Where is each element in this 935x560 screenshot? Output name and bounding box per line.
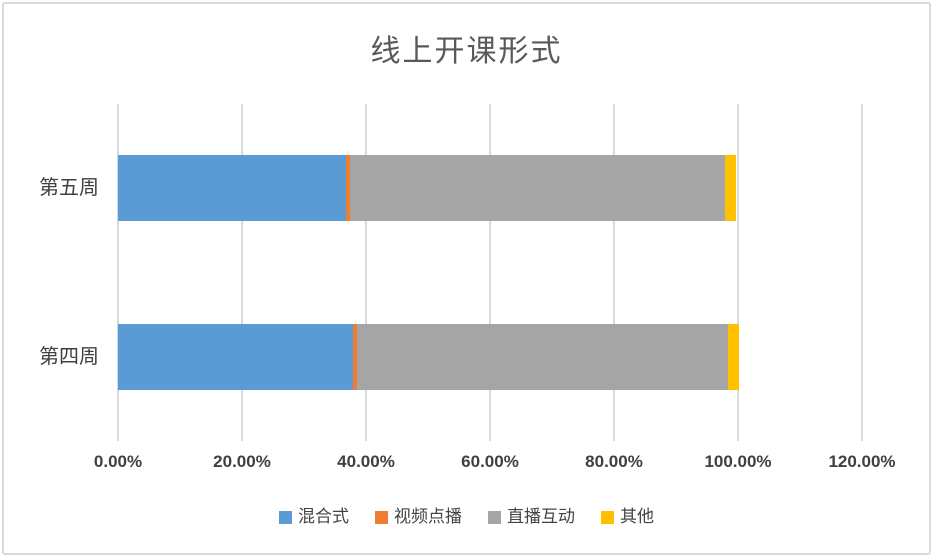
bar-segment-混合式[interactable] — [118, 155, 347, 222]
gridline — [117, 104, 119, 441]
plot-area — [117, 104, 863, 441]
legend-swatch-icon — [375, 510, 388, 524]
legend-item-直播互动[interactable]: 直播互动 — [488, 506, 575, 528]
x-axis-tick: 80.00% — [585, 452, 643, 471]
x-axis-tick: 40.00% — [337, 452, 395, 471]
bar-segment-视频点播[interactable] — [346, 155, 350, 222]
gridline — [861, 104, 863, 441]
bar-segment-直播互动[interactable] — [349, 155, 725, 222]
bar-segment-视频点播[interactable] — [352, 323, 357, 390]
legend-swatch-icon — [279, 510, 292, 524]
bar-segment-其他[interactable] — [724, 155, 737, 222]
x-axis-tick: 60.00% — [461, 452, 519, 471]
legend-label: 混合式 — [298, 507, 349, 526]
gridline — [737, 104, 739, 441]
legend: 混合式 视频点播 直播互动 其他 — [4, 506, 929, 528]
legend-swatch-icon — [601, 510, 614, 524]
chart-title: 线上开课形式 — [370, 35, 563, 68]
legend-item-视频点播[interactable]: 视频点播 — [375, 506, 462, 528]
bar-row-2 — [118, 323, 862, 390]
bar-row-1 — [118, 155, 862, 222]
legend-item-混合式[interactable]: 混合式 — [279, 506, 349, 528]
bar-segment-混合式[interactable] — [118, 323, 353, 390]
gridline — [613, 104, 615, 441]
gridline — [241, 104, 243, 441]
x-axis: 0.00% 20.00% 40.00% 60.00% 80.00% 100.00% 120.… — [94, 452, 896, 476]
x-axis-tick: 20.00% — [213, 452, 271, 471]
legend-label: 直播互动 — [507, 507, 575, 526]
legend-swatch-icon — [488, 510, 501, 524]
gridline — [489, 104, 491, 441]
x-axis-tick: 0.00% — [93, 452, 143, 471]
bar-segment-其他[interactable] — [728, 323, 739, 390]
y-axis-label: 第四周 — [39, 345, 99, 368]
legend-label: 视频点播 — [394, 507, 462, 526]
x-axis-tick: 120.00% — [828, 452, 896, 471]
x-axis-tick: 100.00% — [704, 452, 772, 471]
y-axis-label: 第五周 — [39, 177, 99, 200]
bar-segment-直播互动[interactable] — [356, 323, 729, 390]
legend-label: 其他 — [620, 507, 654, 526]
legend-item-其他[interactable]: 其他 — [601, 506, 654, 528]
gridline — [365, 104, 367, 441]
